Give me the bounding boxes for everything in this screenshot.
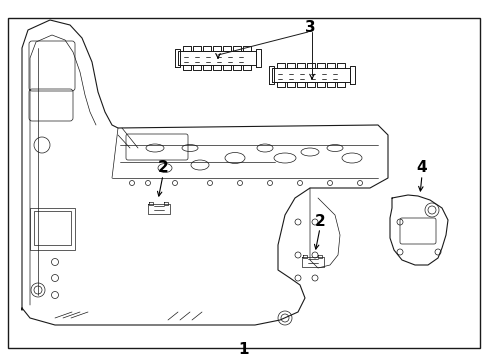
Bar	[30, 208, 75, 250]
Text: 2: 2	[314, 215, 325, 230]
Text: 1: 1	[238, 342, 249, 357]
Bar	[34, 211, 71, 245]
Text: 2: 2	[157, 161, 168, 175]
Text: 4: 4	[416, 161, 427, 175]
Text: 3: 3	[304, 21, 315, 36]
